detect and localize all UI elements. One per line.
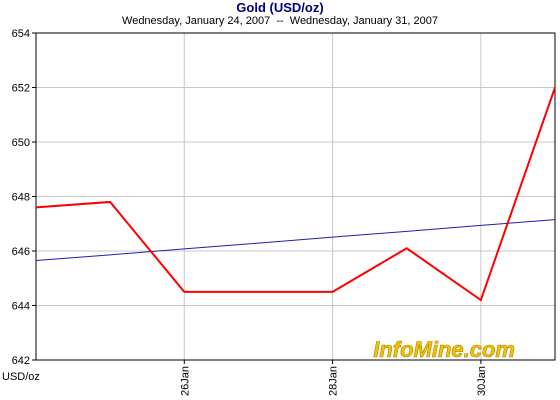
chart-subtitle: Wednesday, January 24, 2007 -- Wednesday… [122, 15, 438, 27]
y-tick-label: 652 [12, 83, 30, 95]
y-tick-label: 642 [12, 355, 30, 367]
y-tick-label: 646 [12, 246, 30, 258]
x-tick-label: 30Jan [476, 366, 488, 396]
y-tick-label: 648 [12, 192, 30, 204]
watermark: InfoMine.com [373, 337, 515, 362]
y-tick-label: 644 [12, 301, 30, 313]
y-tick-label: 650 [12, 137, 30, 149]
x-tick-label: 26Jan [179, 366, 191, 396]
y-axis-label: USD/oz [2, 371, 40, 383]
chart-title: Gold (USD/oz) [236, 0, 323, 15]
x-tick-label: 28Jan [328, 366, 340, 396]
series-line [35, 87, 556, 302]
plot-border [35, 32, 556, 361]
y-tick-label: 654 [12, 28, 30, 40]
plot-area: 642 644 646 648 650 652 654 26Jan 28Jan 30Jan [12, 28, 556, 396]
series-line [35, 219, 556, 262]
